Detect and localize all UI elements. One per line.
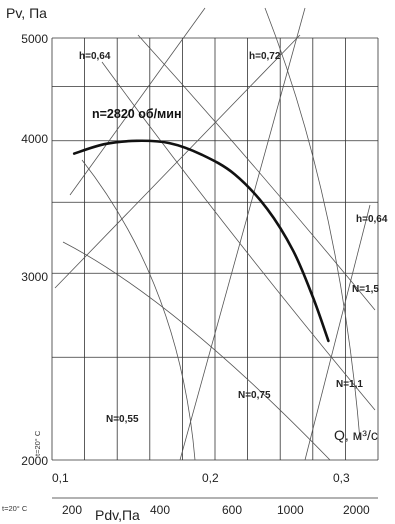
power-curve-1 (62, 241, 331, 461)
auxiliary-curves (54, 7, 376, 461)
efficiency-curve-2 (179, 7, 306, 461)
pdv-tick-label: 200 (62, 503, 82, 517)
pdv-tick-label: 2000 (343, 503, 370, 517)
x-tick-label: 0,1 (52, 471, 69, 485)
efficiency-curve-3 (304, 204, 371, 461)
power-curve-3 (137, 34, 376, 311)
y-axis-label: Pv, Па (6, 5, 47, 21)
power-label: N=0,75 (238, 390, 271, 401)
series-line-n2820 (72, 139, 330, 343)
y-tick-label: 4000 (21, 132, 48, 146)
power-label: N=0,55 (106, 414, 139, 425)
power-label: N=1,5 (352, 284, 379, 295)
temperature-side-label: t=20° C (33, 430, 42, 456)
pdv-tick-label: 400 (150, 503, 170, 517)
x-axis-label: Q, м³/с (334, 427, 378, 443)
efficiency-label: h=0,72 (249, 51, 281, 62)
series-label-n2820: n=2820 об/мин (92, 107, 182, 121)
pdv-axis-label: Pdv,Па (95, 507, 140, 523)
grid (51, 37, 379, 461)
x-tick-label: 0,3 (333, 471, 350, 485)
efficiency-curve-4 (81, 159, 196, 461)
power-curve-2 (101, 61, 376, 411)
pdv-axis-prefix: t=20° C (2, 504, 28, 513)
power-label: N=1,1 (336, 379, 363, 390)
pdv-tick-label: 1000 (277, 503, 304, 517)
pdv-tick-label: 600 (222, 503, 242, 517)
y-tick-label: 2000 (21, 454, 48, 468)
y-tick-label: 5000 (21, 32, 48, 46)
x-tick-label: 0,2 (202, 471, 219, 485)
efficiency-curve-5 (264, 7, 361, 441)
y-tick-label: 3000 (21, 270, 48, 284)
power-curve-4 (54, 34, 301, 289)
efficiency-label: h=0,64 (79, 51, 111, 62)
efficiency-label: h=0,64 (356, 214, 388, 225)
efficiency-curve-1 (69, 7, 206, 196)
